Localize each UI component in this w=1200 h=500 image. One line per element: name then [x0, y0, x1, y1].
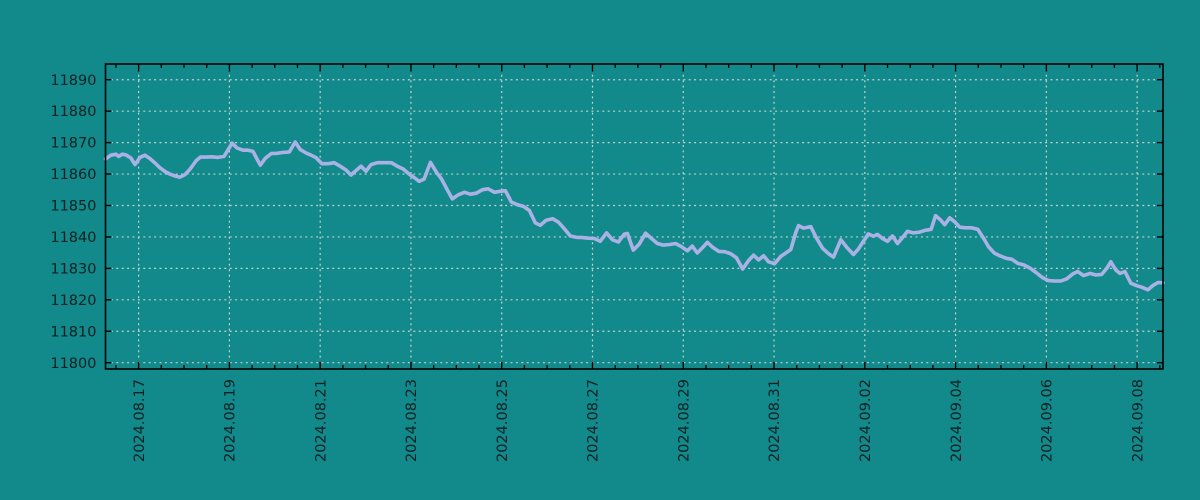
- y-tick-label: 11880: [50, 104, 96, 120]
- x-tick-label: 2024.08.29: [676, 379, 692, 462]
- y-tick-label: 11890: [50, 73, 96, 89]
- y-tick-label: 11870: [50, 136, 96, 152]
- x-tick-label: 2024.08.31: [767, 379, 783, 462]
- series-line: [103, 140, 1165, 292]
- y-tick-label: 11800: [50, 356, 96, 372]
- y-tick-label: 11810: [50, 324, 96, 340]
- y-tick-label: 11850: [50, 199, 96, 215]
- x-tick-label: 2024.09.08: [1130, 379, 1146, 462]
- x-tick-label: 2024.08.27: [586, 379, 602, 462]
- plot-border: [104, 63, 1164, 370]
- y-tick-label: 11860: [50, 167, 96, 183]
- y-tick-label: 11830: [50, 261, 96, 277]
- x-tick-label: 2024.08.21: [313, 379, 329, 462]
- x-tick-label: 2024.09.02: [858, 379, 874, 462]
- x-tick-label: 2024.09.06: [1040, 379, 1056, 462]
- x-tick-label: 2024.09.04: [949, 379, 965, 462]
- y-tick-label: 11840: [50, 230, 96, 246]
- y-tick-label: 11820: [50, 293, 96, 309]
- x-tick-label: 2024.08.17: [132, 379, 148, 462]
- x-tick-label: 2024.08.25: [495, 379, 511, 462]
- x-tick-label: 2024.08.19: [223, 379, 239, 462]
- x-tick-label: 2024.08.23: [404, 379, 420, 462]
